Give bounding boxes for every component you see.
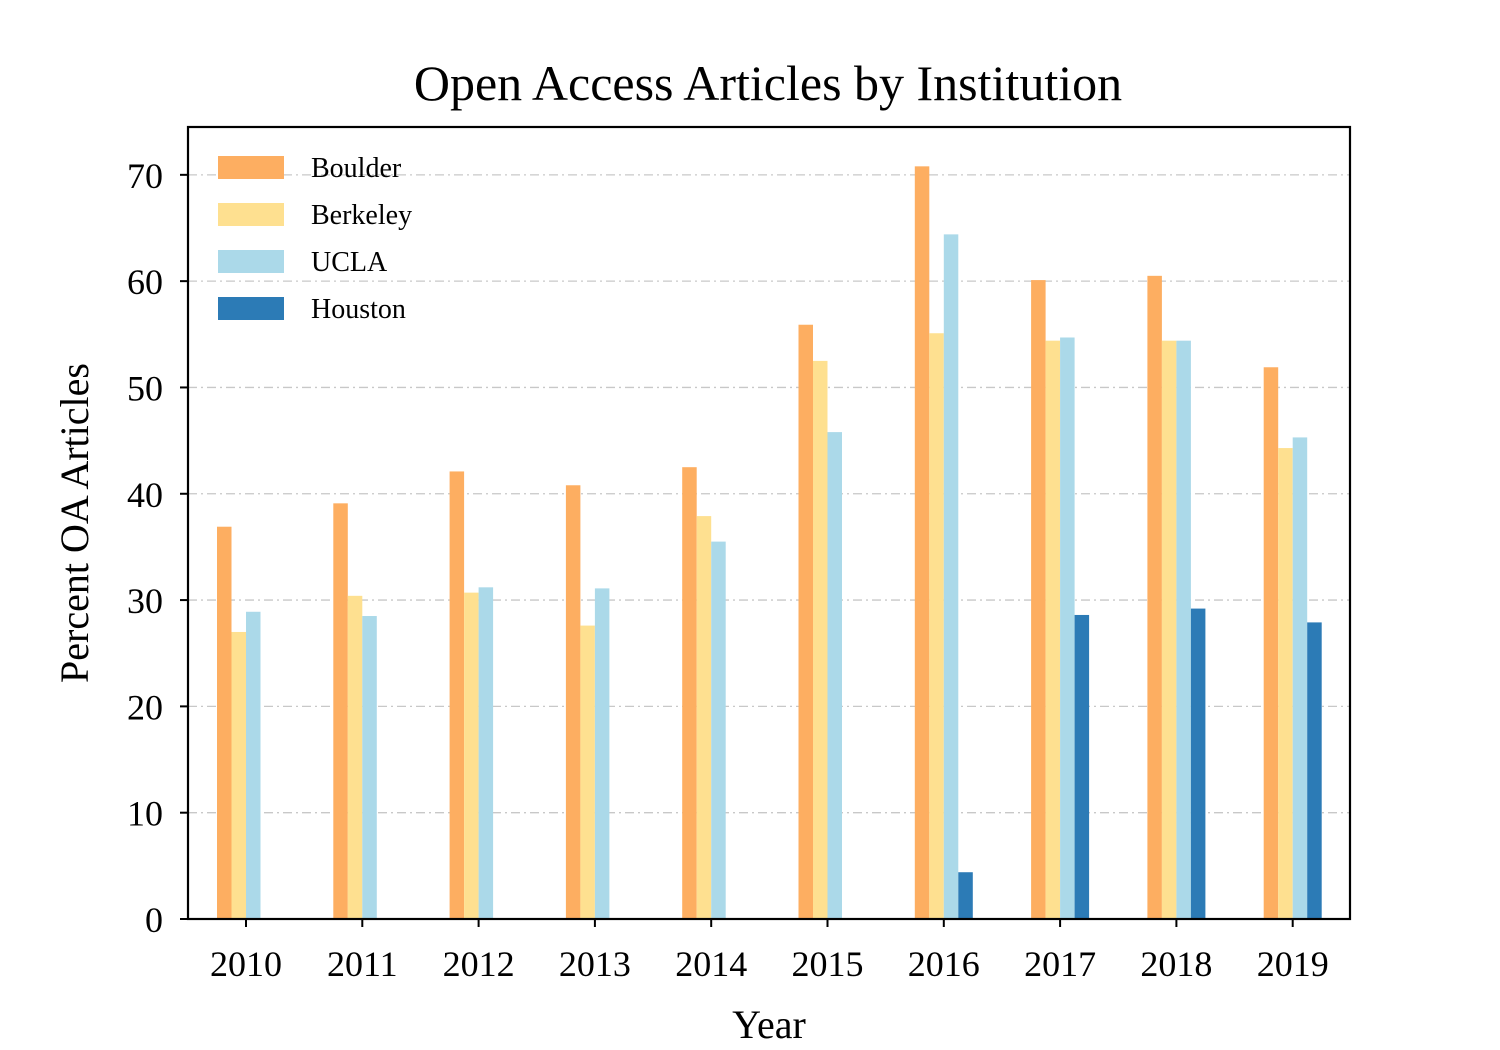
chart-title: Open Access Articles by Institution: [414, 55, 1122, 111]
bar-berkeley-2015: [813, 360, 828, 920]
bar-houston-2016: [958, 872, 973, 919]
y-axis: 0 10 20 30 40 50 60 70: [127, 156, 188, 940]
legend-label-berkeley: Berkeley: [311, 200, 412, 231]
bar-berkeley-2018: [1161, 340, 1177, 919]
legend-label-houston: Houston: [311, 294, 406, 325]
y-tick-label: 30: [127, 581, 163, 621]
y-tick-label: 10: [127, 794, 163, 834]
legend-swatch-houston: [218, 297, 284, 320]
bar-ucla-2015: [827, 432, 842, 919]
x-tick-label: 2015: [792, 944, 864, 984]
x-tick-label: 2012: [443, 944, 515, 984]
y-tick-label: 60: [127, 262, 163, 302]
y-tick-label: 20: [127, 687, 163, 727]
bar-ucla-2017: [1060, 337, 1075, 919]
legend-swatch-berkeley: [218, 203, 284, 226]
x-tick-label: 2010: [210, 944, 282, 984]
x-tick-label: 2019: [1257, 944, 1329, 984]
bar-boulder-2017: [1031, 280, 1046, 919]
bar-ucla-2011: [362, 616, 377, 919]
bar-berkeley-2016: [929, 333, 944, 920]
bar-berkeley-2017: [1045, 340, 1061, 919]
legend: Boulder Berkeley UCLA Houston: [218, 153, 412, 325]
y-tick-label: 70: [127, 156, 163, 196]
bar-boulder-2018: [1147, 275, 1162, 919]
x-tick-label: 2017: [1024, 944, 1096, 984]
bar-houston-2018: [1190, 608, 1206, 919]
legend-swatch-boulder: [218, 156, 284, 179]
legend-label-boulder: Boulder: [311, 153, 402, 184]
y-tick-label: 50: [127, 368, 163, 408]
bar-berkeley-2010: [231, 631, 246, 919]
bar-berkeley-2013: [580, 625, 595, 919]
bar-berkeley-2011: [347, 595, 363, 919]
bar-ucla-2010: [246, 611, 261, 919]
bar-boulder-2013: [565, 485, 581, 919]
bar-ucla-2013: [594, 588, 610, 919]
y-tick-label: 0: [145, 900, 163, 940]
bar-boulder-2012: [449, 471, 465, 919]
bar-berkeley-2014: [696, 516, 712, 919]
x-tick-label: 2016: [908, 944, 980, 984]
bar-boulder-2019: [1263, 367, 1279, 920]
bar-berkeley-2012: [464, 592, 479, 919]
bar-boulder-2010: [217, 526, 232, 919]
x-tick-label: 2014: [675, 944, 747, 984]
x-tick-label: 2011: [327, 944, 398, 984]
bar-boulder-2011: [333, 503, 348, 919]
bars: [217, 166, 1322, 920]
legend-label-ucla: UCLA: [311, 247, 388, 278]
bar-ucla-2014: [711, 541, 726, 919]
x-tick-label: 2018: [1140, 944, 1212, 984]
bar-ucla-2012: [478, 587, 494, 919]
bar-houston-2017: [1074, 614, 1090, 919]
legend-swatch-ucla: [218, 250, 284, 273]
bar-houston-2019: [1307, 622, 1322, 919]
bar-boulder-2016: [914, 166, 930, 919]
plot-frame: [186, 125, 1352, 921]
bar-boulder-2015: [798, 324, 813, 919]
x-tick-label: 2013: [559, 944, 631, 984]
bar-ucla-2016: [943, 234, 959, 919]
bar-berkeley-2019: [1278, 448, 1293, 919]
x-axis: 2010 2011 2012 2013 2014 2015 2016 2017 2018 2019: [210, 919, 1329, 984]
bar-ucla-2018: [1176, 340, 1191, 919]
bar-boulder-2014: [682, 467, 697, 919]
bar-ucla-2019: [1292, 437, 1308, 919]
y-tick-label: 40: [127, 475, 163, 515]
grid-lines: [188, 174, 1350, 814]
y-axis-label: Percent OA Articles: [52, 363, 97, 683]
x-axis-label: Year: [732, 1002, 806, 1047]
